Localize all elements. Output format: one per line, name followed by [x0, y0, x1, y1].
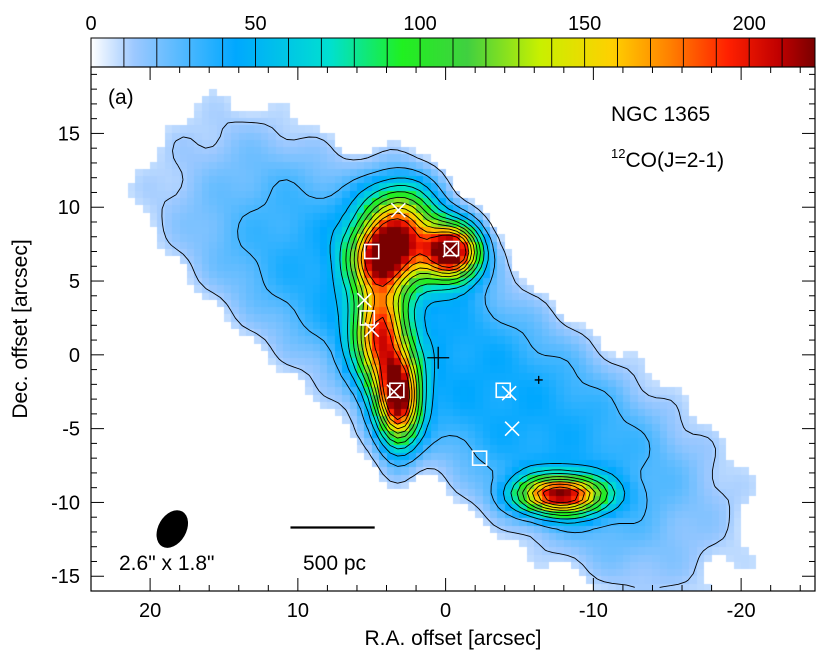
x-tick-label: 10 [287, 600, 309, 622]
plus-marker [534, 375, 543, 384]
contour-level [339, 185, 616, 520]
y-tick-label: 5 [69, 271, 80, 293]
y-axis-title: Dec. offset [arcsec] [9, 239, 32, 418]
contour-level [353, 202, 596, 511]
panel-label: (a) [108, 86, 134, 109]
contour-level [237, 167, 651, 534]
x-axis-ticks [149, 67, 801, 591]
line-label-isotope: 12 [611, 146, 625, 161]
square-marker [389, 382, 405, 399]
y-tick-label: 10 [58, 197, 80, 219]
contour-level [357, 207, 591, 509]
square-marker [443, 240, 460, 257]
x-axis-title: R.A. offset [arcsec] [364, 627, 541, 650]
beam-size-label: 2.6" x 1.8" [119, 552, 214, 575]
y-axis-ticks [91, 73, 815, 592]
contour-level [161, 121, 731, 588]
y-tick-label: -15 [51, 566, 80, 588]
contour-lines [161, 121, 731, 588]
cross-marker [504, 421, 520, 437]
x-tick-label: 20 [139, 600, 161, 622]
line-label-transition: CO(J=2-1) [625, 149, 724, 172]
colorbar-ticks [123, 38, 783, 67]
contour-level [329, 177, 626, 524]
cross-marker [390, 202, 406, 218]
plot-frame [90, 66, 816, 592]
square-marker [471, 450, 488, 466]
contour-level [349, 196, 602, 514]
colorbar-tick-label: 0 [85, 13, 96, 35]
scale-bar-label: 500 pc [303, 552, 366, 575]
x-axis-tick-labels: 20 10 0 -10 -20 [139, 600, 756, 622]
contour-level [360, 212, 585, 506]
y-tick-label: -5 [62, 419, 80, 441]
y-tick-label: 0 [69, 345, 80, 367]
x-tick-label: -10 [579, 600, 608, 622]
cross-marker [442, 242, 458, 258]
contour-level [364, 218, 579, 504]
position-markers [356, 202, 543, 466]
square-marker [359, 310, 376, 326]
colorbar: 0 50 100 150 200 [85, 13, 816, 68]
colorbar-tick-label: 150 [568, 13, 601, 35]
colorbar-tick-labels: 0 50 100 150 200 [85, 13, 765, 35]
object-name: NGC 1365 [611, 103, 710, 126]
co-intensity-image [91, 67, 815, 591]
colorbar-tick-label: 50 [244, 13, 266, 35]
colorbar-tick-label: 200 [732, 13, 765, 35]
square-marker [495, 382, 512, 399]
y-tick-label: 15 [58, 123, 80, 145]
beam-ellipse [156, 510, 189, 548]
y-axis-tick-labels: 15 10 5 0 -5 -10 -15 [51, 123, 80, 588]
map-layer [91, 67, 815, 591]
x-tick-label: 0 [440, 600, 451, 622]
contour-level [345, 191, 608, 516]
plus-marker [427, 346, 450, 369]
x-tick-label: -20 [727, 600, 756, 622]
square-marker [363, 243, 380, 260]
cross-marker [356, 292, 372, 308]
line-label: 12CO(J=2-1) [611, 146, 724, 172]
colorbar-tick-label: 100 [403, 13, 436, 35]
y-tick-label: -10 [51, 492, 80, 514]
